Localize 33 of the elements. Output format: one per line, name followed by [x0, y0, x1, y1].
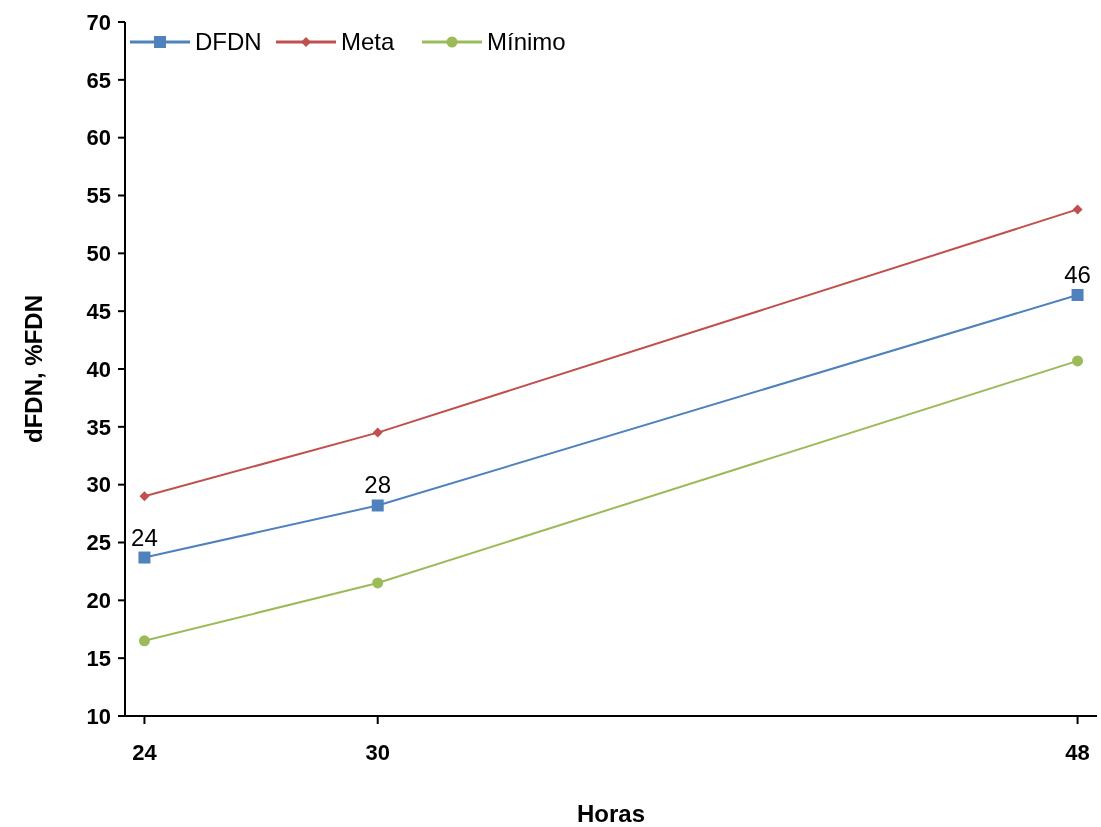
point: [1071, 288, 1084, 301]
point: [138, 635, 150, 647]
legend-label: Mínimo: [487, 28, 566, 56]
y-tick-label: 20: [86, 588, 111, 614]
y-tick-label: 25: [86, 530, 111, 556]
y-tick-label: 55: [86, 183, 111, 209]
point: [372, 577, 384, 589]
data-label: 28: [364, 471, 392, 499]
x-axis-title: Horas: [576, 800, 646, 827]
point: [139, 491, 150, 502]
point: [1072, 355, 1084, 367]
y-tick-label: 70: [86, 9, 111, 35]
y-tick-label: 50: [86, 241, 111, 267]
legend-label: DFDN: [195, 28, 262, 56]
y-tick-label: 65: [86, 67, 111, 93]
y-tick-label: 10: [86, 703, 111, 729]
y-tick-label: 35: [86, 414, 111, 440]
data-label: 24: [131, 523, 158, 551]
y-axis-title: dFDN, %FDN: [20, 295, 47, 443]
y-tick-label: 15: [86, 645, 111, 671]
x-tick-label: 24: [132, 740, 158, 765]
legend-label: Meta: [341, 28, 396, 56]
y-tick-label: 40: [86, 356, 111, 382]
point: [138, 551, 151, 564]
y-tick-label: 30: [86, 472, 111, 498]
y-tick-label: 60: [86, 125, 111, 151]
data-label: 46: [1064, 260, 1091, 288]
point: [372, 427, 383, 438]
x-tick-label: 48: [1065, 740, 1090, 765]
point: [371, 499, 384, 512]
x-tick-label: 30: [365, 740, 390, 765]
y-tick-label: 45: [86, 298, 111, 324]
point: [1072, 204, 1083, 215]
